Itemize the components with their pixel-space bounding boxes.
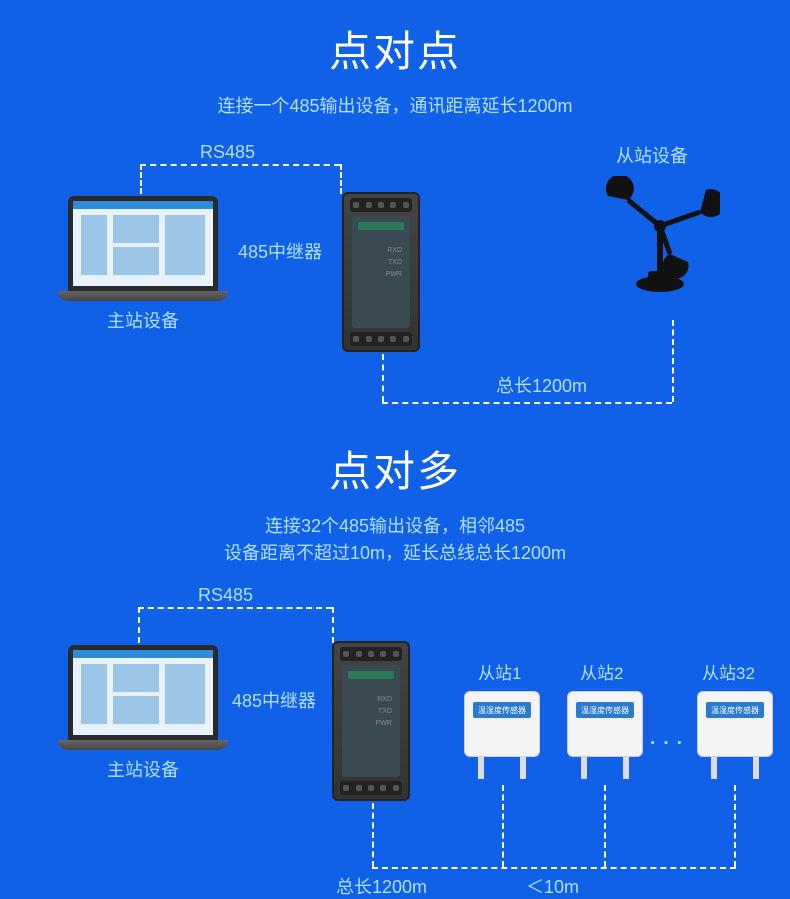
subtitle-p2m-line1: 连接32个485输出设备，相邻485 [265,516,525,536]
diagram-p2p: RS485 485中继器 从站设备 总长1200m 主站设备 RXD TXD P… [0,120,790,420]
ellipsis-icon: ··· [648,725,688,757]
label-master: 主站设备 [58,307,228,333]
master-laptop-icon: 主站设备 [58,645,228,782]
label-slave1: 从站1 [478,659,521,684]
diagram-p2m: RS485 485中继器 从站1 从站2 从站32 总长1200m ＜10m ·… [0,567,790,897]
slave-sensor-icon: 温湿度传感器 [565,691,645,781]
label-rs485: RS485 [198,585,253,606]
wire [672,320,674,402]
label-spacing: ＜10m [526,873,579,899]
wire [138,607,140,643]
slave-sensor-icon: 温湿度传感器 [462,691,542,781]
label-slave: 从站设备 [616,142,688,168]
wire [382,354,384,402]
label-repeater: 485中继器 [232,687,316,713]
section-point-to-point: 点对点 连接一个485输出设备，通讯距离延长1200m RS485 485中继器… [0,0,790,420]
subtitle-p2m: 连接32个485输出设备，相邻485 设备距离不超过10m，延长总线总长1200… [0,513,790,567]
label-rs485: RS485 [200,142,255,163]
wire [372,867,736,869]
label-slave2: 从站2 [580,659,623,684]
wire [138,607,332,609]
label-total-length: 总长1200m [336,873,427,899]
label-repeater: 485中继器 [238,238,322,264]
label-total-length: 总长1200m [496,372,587,398]
subtitle-p2p: 连接一个485输出设备，通讯距离延长1200m [0,93,790,120]
wire [604,785,606,867]
wire [140,164,340,166]
subtitle-p2m-line2: 设备距离不超过10m，延长总线总长1200m [224,543,566,563]
repeater-module-icon: RXD TXD PWR [342,192,420,352]
wire [734,785,736,867]
label-slave32: 从站32 [702,659,755,684]
sensor-tag: 温湿度传感器 [473,702,531,718]
wire [382,402,672,404]
wire [502,785,504,867]
title-p2p: 点对点 [0,0,790,79]
anemometer-icon [600,176,720,316]
sensor-tag: 温湿度传感器 [576,702,634,718]
wire [140,164,142,194]
wire [372,803,374,867]
wire [332,607,334,643]
label-master: 主站设备 [58,756,228,782]
master-laptop-icon: 主站设备 [58,196,228,333]
repeater-module-icon: RXD TXD PWR [332,641,410,801]
title-p2m: 点对多 [0,420,790,499]
slave-sensor-icon: 温湿度传感器 [695,691,775,781]
section-point-to-multi: 点对多 连接32个485输出设备，相邻485 设备距离不超过10m，延长总线总长… [0,420,790,876]
sensor-tag: 温湿度传感器 [706,702,764,718]
wire [340,164,342,194]
